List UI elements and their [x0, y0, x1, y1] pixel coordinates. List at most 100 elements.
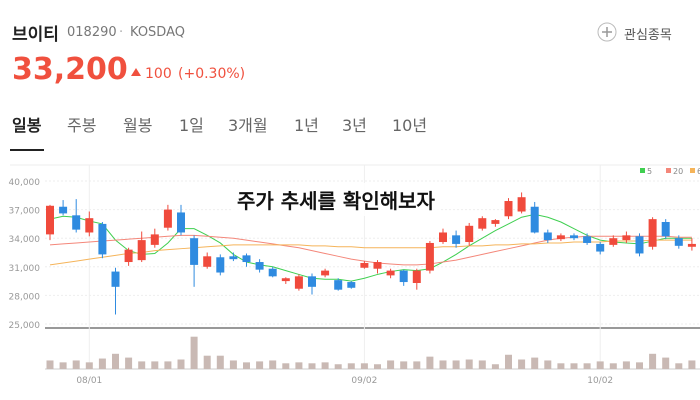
- volume-bar: [72, 360, 80, 369]
- candle-body: [412, 270, 421, 284]
- x-tick-label: 09/02: [351, 376, 377, 386]
- candle-body: [360, 262, 369, 268]
- volume-bar: [46, 360, 54, 369]
- candle-body: [177, 212, 185, 233]
- candle-body: [85, 218, 94, 233]
- volume-bar: [675, 363, 683, 369]
- y-tick-label: 28,000: [9, 292, 41, 302]
- candle-body: [216, 257, 225, 273]
- tab[interactable]: 월봉: [123, 116, 153, 135]
- volume-bar: [622, 361, 630, 369]
- volume-bar: [583, 363, 591, 369]
- candle-body: [321, 270, 330, 276]
- volume-bar: [649, 353, 657, 369]
- watch-button[interactable]: 관심종목: [624, 28, 672, 43]
- legend-label: 20: [673, 167, 683, 176]
- candle-body: [583, 236, 592, 243]
- candle-body: [687, 243, 696, 247]
- volume-bar: [177, 359, 185, 369]
- candle-body: [373, 262, 382, 269]
- candle-body: [530, 206, 539, 233]
- market: KOSDAQ: [130, 25, 185, 40]
- separator: ·: [119, 25, 124, 40]
- volume-bar: [98, 358, 106, 369]
- x-tick-label: 10/02: [587, 376, 613, 386]
- candle-body: [72, 215, 81, 230]
- volume-bar: [216, 355, 224, 369]
- candle-body: [425, 242, 434, 271]
- candle-body: [661, 221, 670, 237]
- candle-body: [111, 271, 120, 287]
- candle-body: [452, 235, 461, 244]
- moving-average: [49, 234, 692, 266]
- candle-body: [399, 270, 408, 283]
- stock-name: 브이티: [12, 25, 59, 45]
- candle-body: [308, 276, 316, 287]
- volume-bar: [112, 353, 119, 369]
- candle-body: [46, 205, 54, 235]
- tab[interactable]: 일봉: [12, 116, 42, 135]
- candle-body: [255, 262, 264, 270]
- volume-bar: [531, 357, 539, 369]
- volume-bar: [229, 360, 237, 369]
- candle-body: [648, 219, 657, 247]
- x-tick-label: 08/01: [76, 376, 102, 386]
- candle-body: [635, 236, 644, 254]
- candle-body: [596, 243, 605, 252]
- candle-body: [674, 238, 683, 246]
- volume-bar: [321, 362, 329, 369]
- volume-bar: [151, 361, 159, 369]
- volume-bar: [505, 354, 512, 369]
- plus-icon[interactable]: [597, 22, 617, 42]
- y-tick-label: 31,000: [9, 264, 41, 274]
- volume-bar: [269, 360, 277, 369]
- tab[interactable]: 10년: [392, 116, 428, 135]
- candle-body: [491, 220, 500, 224]
- candle-body: [190, 238, 199, 265]
- volume-bar: [387, 360, 395, 369]
- volume-bar: [688, 360, 696, 369]
- candle-body: [504, 201, 513, 217]
- volume-bar: [662, 357, 670, 369]
- volume-bar: [518, 359, 526, 369]
- tab[interactable]: 주봉: [67, 116, 97, 135]
- volume-bar: [256, 361, 264, 369]
- volume-bar: [413, 361, 421, 369]
- change: 100: [145, 66, 172, 82]
- candle-body: [229, 256, 238, 260]
- legend-label: 5: [647, 167, 652, 176]
- volume-bar: [609, 363, 617, 369]
- volume-bar: [400, 361, 408, 369]
- tab[interactable]: 3년: [342, 116, 367, 135]
- volume-bar: [439, 360, 447, 369]
- tab[interactable]: 1일: [179, 116, 204, 135]
- legend-swatch: [690, 168, 695, 173]
- candle-body: [137, 240, 146, 261]
- volume-bar: [465, 359, 473, 369]
- volume-bar: [347, 363, 355, 369]
- candle-body: [347, 282, 356, 288]
- volume-bar: [478, 360, 486, 369]
- overlay-caption: 주가 추세를 확인해보자: [231, 183, 441, 216]
- volume-bar: [544, 360, 552, 369]
- y-tick-label: 40,000: [9, 178, 41, 188]
- candle-body: [59, 206, 68, 214]
- tab[interactable]: 3개월: [228, 116, 268, 135]
- candle-body: [478, 218, 487, 229]
- volume-bar: [138, 361, 146, 369]
- legend-swatch: [666, 168, 671, 173]
- volume-bar: [596, 361, 604, 369]
- volume-bar: [282, 363, 290, 369]
- candle-body: [570, 235, 578, 239]
- candle-body: [203, 256, 212, 267]
- candle-body: [386, 270, 395, 276]
- candle-body: [98, 223, 107, 255]
- volume-bar: [491, 364, 499, 369]
- moving-average: [49, 213, 692, 282]
- volume-bar: [557, 363, 565, 369]
- volume-bar: [334, 364, 342, 369]
- tab[interactable]: 1년: [294, 116, 319, 135]
- candle-body: [294, 276, 303, 289]
- volume-bar: [85, 362, 93, 369]
